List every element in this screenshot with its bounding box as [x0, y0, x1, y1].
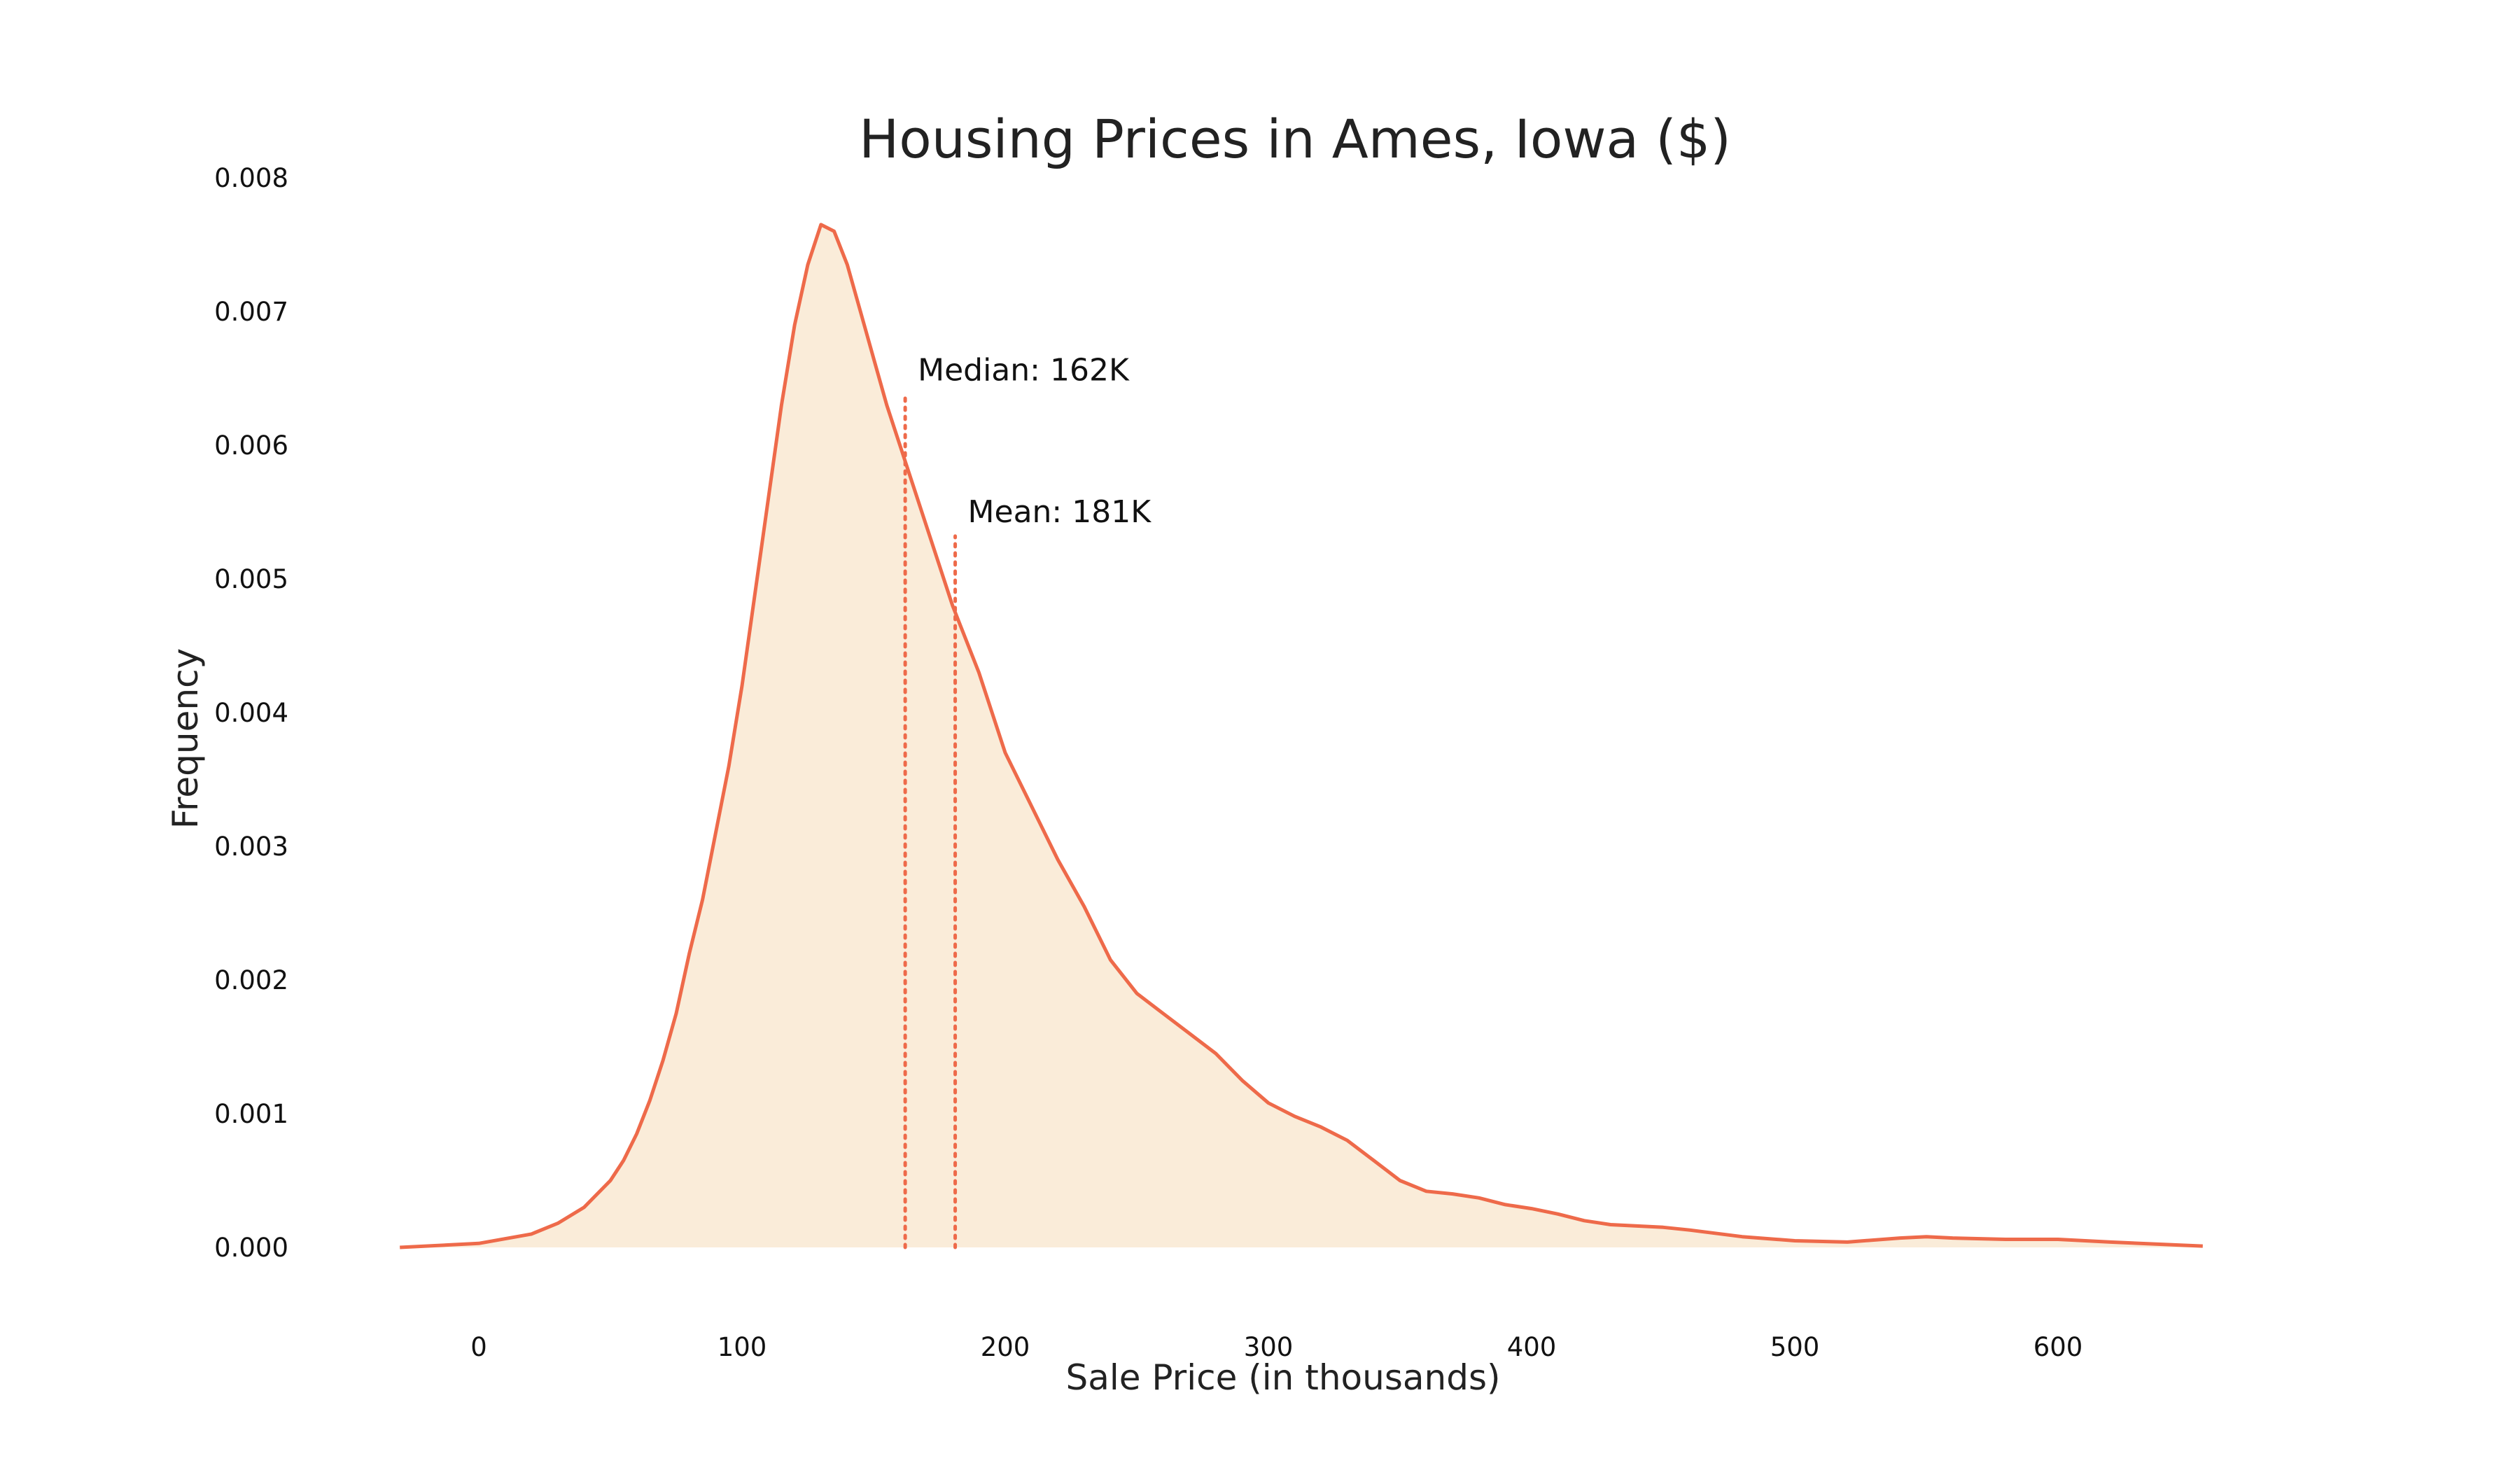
y-tick-label: 0.003	[214, 832, 288, 862]
density-area	[400, 224, 2203, 1247]
y-tick-label: 0.001	[214, 1099, 288, 1129]
y-tick-label: 0.000	[214, 1233, 288, 1263]
x-tick-label: 200	[981, 1332, 1030, 1362]
y-tick-label: 0.004	[214, 698, 288, 728]
density-line	[400, 223, 2203, 1250]
y-tick-label: 0.006	[214, 430, 288, 461]
chart-title: Housing Prices in Ames, Iowa ($)	[859, 108, 1731, 170]
y-tick-label: 0.002	[214, 965, 288, 995]
y-tick-label: 0.008	[214, 163, 288, 193]
y-axis-label: Frequency	[165, 648, 206, 829]
y-tick-label: 0.007	[214, 297, 288, 327]
x-tick-label: 0	[470, 1332, 487, 1362]
x-axis-label: Sale Price (in thousands)	[1065, 1357, 1500, 1398]
mean-label: Mean: 181K	[968, 494, 1152, 530]
plot-area: Median: 162K Mean: 181K 0.000 0.001 0.002 0.0…	[214, 163, 2203, 1362]
x-tick-label: 400	[1507, 1332, 1557, 1362]
median-label: Median: 162K	[918, 352, 1130, 388]
x-tick-label: 500	[1770, 1332, 1820, 1362]
x-tick-label: 300	[1244, 1332, 1294, 1362]
y-tick-label: 0.005	[214, 564, 288, 594]
x-tick-label: 100	[718, 1332, 767, 1362]
x-tick-label: 600	[2033, 1332, 2083, 1362]
